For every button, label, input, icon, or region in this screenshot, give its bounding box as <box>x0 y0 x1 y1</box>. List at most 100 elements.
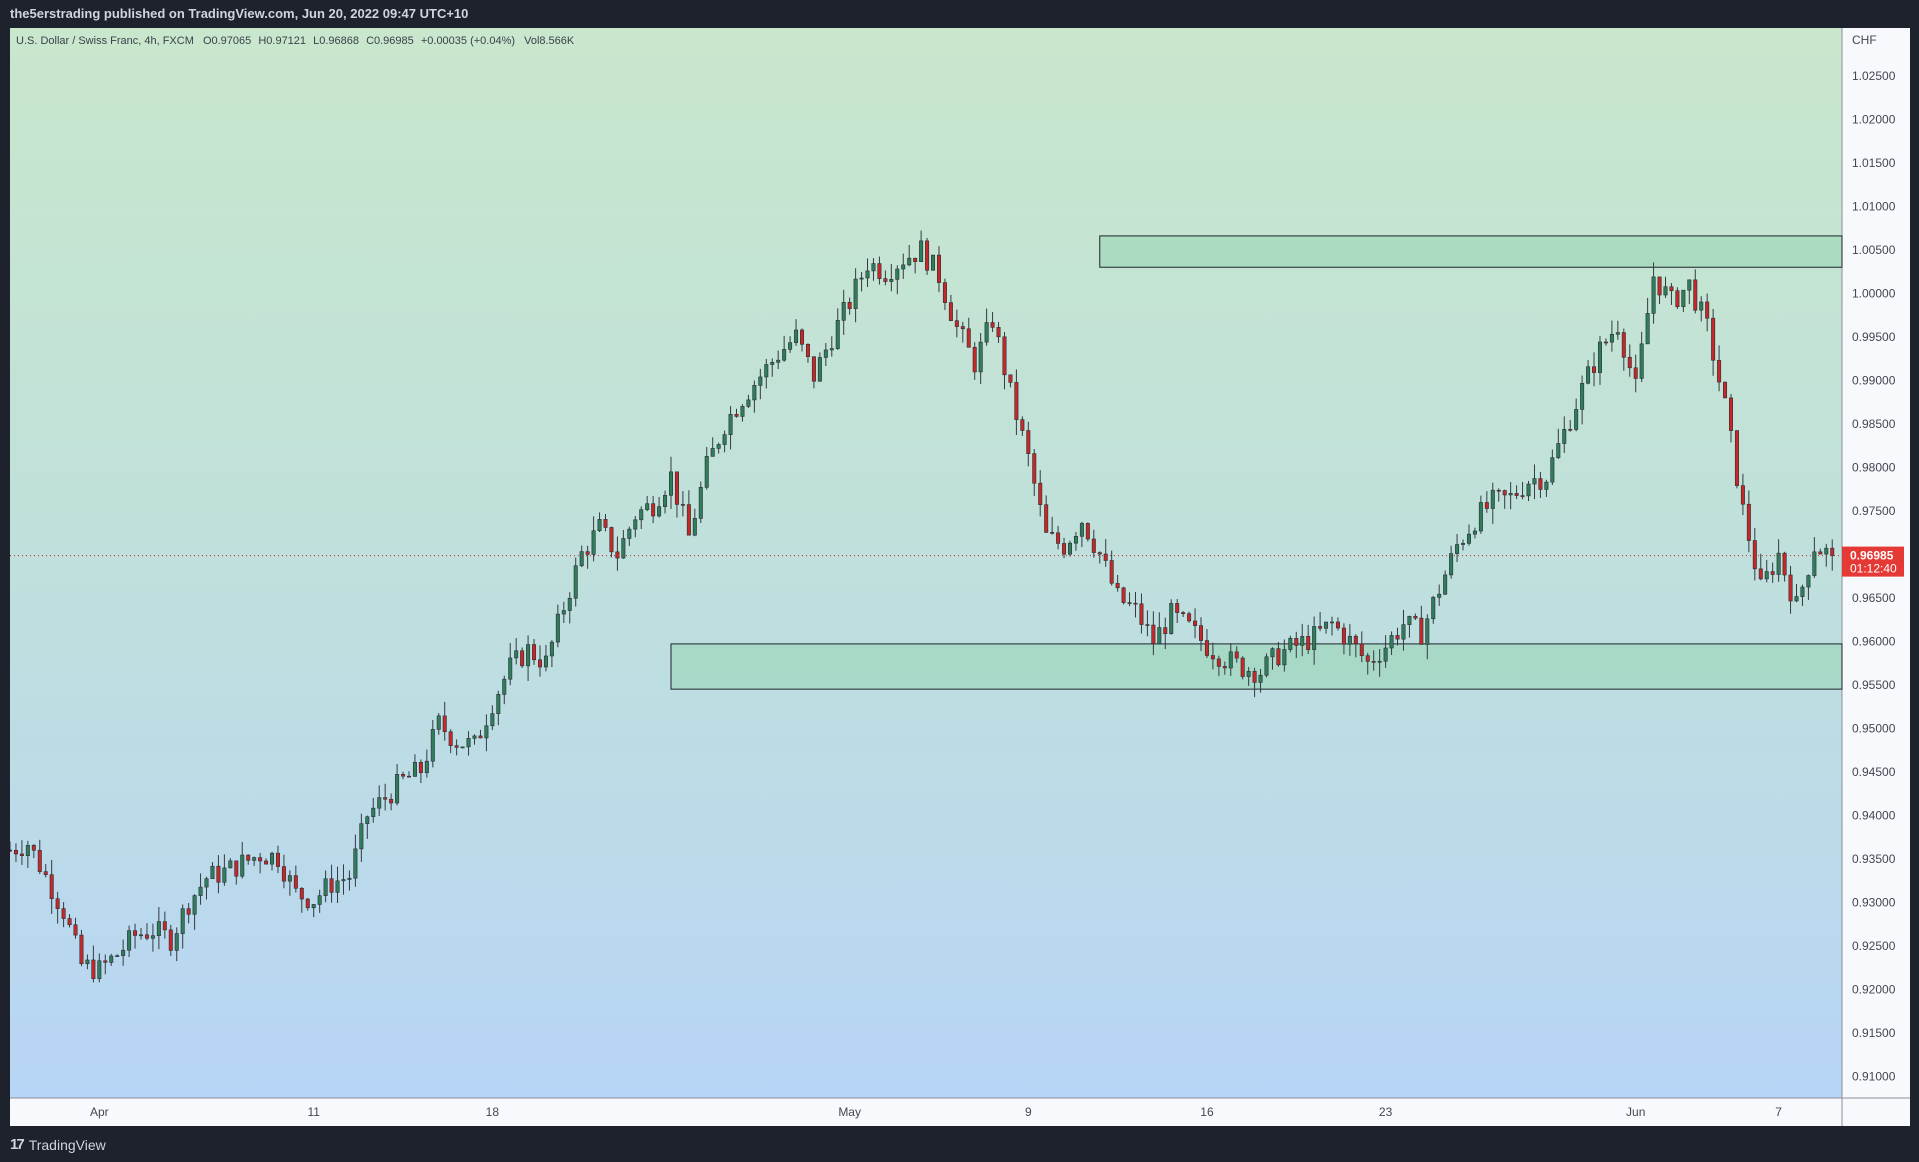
candle-body <box>919 240 924 262</box>
tradingview-logo[interactable]: 17 TradingView <box>10 1136 106 1153</box>
candle-body <box>865 270 870 279</box>
candle-body <box>174 933 179 951</box>
candle-body <box>1139 603 1144 625</box>
legend-close: C0.96985 <box>366 35 414 47</box>
candle-body <box>383 797 388 800</box>
candle-body <box>1728 397 1733 431</box>
candle-body <box>1544 481 1549 490</box>
candle-body <box>97 960 102 979</box>
chart-frame[interactable]: 1.02500 1.02000 1.01500 1.01000 1.00500 1.000… <box>10 28 1910 1126</box>
candle-body <box>1580 382 1585 410</box>
candle-body <box>353 848 358 879</box>
svg-text:U.S. Dollar / Swiss Franc, 4h,: U.S. Dollar / Swiss Franc, 4h, FXCM O0.9… <box>16 35 575 47</box>
candle-body <box>478 735 483 739</box>
price-tick-label: 0.96500 <box>1852 591 1896 605</box>
candle-body <box>1091 538 1096 553</box>
candle-body <box>1419 617 1424 645</box>
candle-body <box>1318 626 1323 629</box>
candle-body <box>1103 553 1108 561</box>
candle-body <box>490 713 495 727</box>
candle-body <box>1026 430 1031 454</box>
candle-body <box>67 918 72 926</box>
candle-body <box>520 650 525 667</box>
candle-body <box>1365 655 1370 662</box>
candle-body <box>1443 574 1448 595</box>
candle-body <box>1109 560 1114 584</box>
candle-body <box>1776 552 1781 575</box>
price-tick-label: 1.01000 <box>1852 199 1896 213</box>
candle-body <box>305 898 310 909</box>
candle-body <box>609 527 614 553</box>
candle-body <box>1300 636 1305 646</box>
candle-body <box>1038 482 1043 506</box>
candle-body <box>978 341 983 373</box>
candle-body <box>264 860 269 865</box>
candle-body <box>103 960 108 963</box>
price-tick-label: 1.01500 <box>1852 156 1896 170</box>
candle-body <box>543 655 548 668</box>
candle-body <box>1330 621 1335 624</box>
candle-body <box>1151 624 1156 645</box>
candle-body <box>1431 597 1436 620</box>
last-price-badge: 0.96985 01:12:40 <box>1842 546 1904 577</box>
price-tick-label: 1.02000 <box>1852 112 1896 126</box>
candle-body <box>1258 674 1263 683</box>
candle-body <box>1490 489 1495 509</box>
candle-body <box>555 613 560 643</box>
candle-body <box>424 760 429 774</box>
candle-body <box>1478 502 1483 532</box>
candle-body <box>204 878 209 888</box>
tradingview-logo-text: TradingView <box>28 1136 106 1153</box>
candle-body <box>889 279 894 282</box>
candle-body <box>1657 276 1662 296</box>
candle-body <box>1461 543 1466 545</box>
candle-body <box>472 735 477 739</box>
candle-body <box>1621 332 1626 358</box>
candle-body <box>1204 640 1209 656</box>
candle-body <box>782 349 787 361</box>
candle-body <box>1335 621 1340 629</box>
time-tick-label: 7 <box>1775 1105 1782 1119</box>
candle-body <box>1240 657 1245 677</box>
candle-body <box>1073 536 1078 544</box>
candle-body <box>663 495 668 507</box>
candle-body <box>1496 489 1501 492</box>
candle-body <box>19 853 24 856</box>
candle-body <box>1752 540 1757 570</box>
candle-body <box>1538 478 1543 490</box>
candle-body <box>1723 381 1728 399</box>
candle-body <box>728 414 733 435</box>
candle-body <box>514 650 519 659</box>
candle-body <box>1062 543 1067 555</box>
candle-body <box>913 257 918 262</box>
candle-body <box>1270 648 1275 658</box>
price-tick-label: 1.00000 <box>1852 286 1896 300</box>
candle-body <box>1020 419 1025 431</box>
candle-body <box>1395 635 1400 640</box>
chart-canvas[interactable]: 1.02500 1.02000 1.01500 1.01000 1.00500 1.000… <box>10 28 1910 1126</box>
candle-body <box>49 874 54 900</box>
candle-body <box>73 924 78 936</box>
candle-body <box>448 731 453 746</box>
candle-body <box>258 857 263 862</box>
candle-body <box>931 254 936 271</box>
candle-body <box>674 471 679 505</box>
candle-body <box>156 921 161 936</box>
candle-body <box>1264 656 1269 676</box>
candle-body <box>222 867 227 883</box>
candle-body <box>1508 493 1513 496</box>
candle-body <box>1502 490 1507 496</box>
currency-label: CHF <box>1852 33 1877 47</box>
price-tick-label: 1.00500 <box>1852 243 1896 257</box>
candle-body <box>686 504 691 536</box>
candle-body <box>240 854 245 877</box>
candle-body <box>1663 286 1668 296</box>
candle-body <box>13 850 18 855</box>
candle-body <box>1413 615 1418 619</box>
candle-body <box>692 518 697 536</box>
candle-body <box>180 908 185 934</box>
candle-body <box>984 322 989 343</box>
candle-body <box>1324 621 1329 629</box>
candle-body <box>1163 627 1168 635</box>
candle-body <box>1770 571 1775 575</box>
